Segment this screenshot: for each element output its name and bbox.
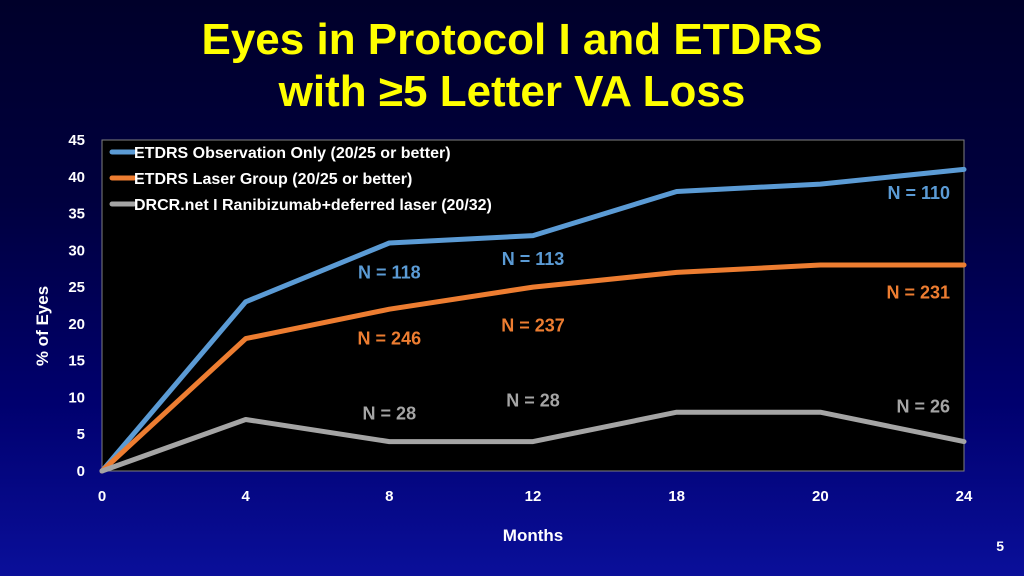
series-line-1 [99, 166, 967, 474]
y-tick-label: 30 [68, 242, 85, 259]
y-tick-label: 5 [77, 426, 85, 443]
x-axis-ticks: 0 4 8 12 18 20 24 [98, 488, 973, 505]
x-tick-label: 24 [956, 488, 973, 505]
annotation-label: N = 237 [501, 315, 565, 335]
y-tick-label: 40 [68, 169, 85, 186]
slide-title-line-1: Eyes in Protocol I and ETDRS [201, 15, 823, 64]
y-tick-label: 20 [68, 316, 85, 333]
annotation-label: N = 118 [358, 262, 421, 282]
x-tick-label: 4 [241, 488, 250, 505]
series-lines [99, 166, 967, 474]
annotation-label: N = 113 [502, 249, 565, 269]
annotation-label: N = 246 [358, 329, 422, 349]
annotation-label: N = 110 [887, 183, 950, 203]
series-line-3 [99, 409, 967, 474]
legend-label-2: ETDRS Laser Group (20/25 or better) [134, 171, 412, 188]
y-axis-ticks: 0 5 10 15 20 25 30 35 40 45 [68, 132, 85, 480]
legend-label-3: DRCR.net I Ranibizumab+deferred laser (2… [134, 197, 492, 214]
x-tick-label: 20 [812, 488, 829, 505]
plot-area [101, 139, 965, 472]
x-tick-label: 8 [385, 488, 393, 505]
x-tick-label: 12 [525, 488, 542, 505]
annotations: N = 118 N = 113 N = 110 N = 246 N = 237 N = 2… [358, 183, 950, 424]
legend: ETDRS Observation Only (20/25 or better)… [109, 145, 492, 214]
x-tick-label: 0 [98, 488, 106, 505]
series-line-2 [99, 262, 967, 474]
y-tick-label: 45 [68, 132, 85, 149]
annotation-label: N = 26 [896, 396, 950, 416]
y-tick-label: 35 [68, 206, 85, 223]
annotation-label: N = 28 [363, 404, 417, 424]
annotation-label: N = 28 [506, 390, 560, 410]
slide-title: Eyes in Protocol I and ETDRS with ≥5 Let… [0, 14, 1024, 118]
y-axis-label: % of Eyes [33, 286, 52, 366]
y-tick-label: 10 [68, 389, 85, 406]
legend-label-1: ETDRS Observation Only (20/25 or better) [134, 145, 451, 162]
x-tick-label: 18 [668, 488, 685, 505]
slide-title-line-2: with ≥5 Letter VA Loss [278, 67, 746, 116]
x-axis-label: Months [503, 526, 563, 545]
slide-number: 5 [996, 538, 1004, 554]
annotation-label: N = 231 [886, 282, 950, 302]
y-tick-label: 0 [77, 463, 85, 480]
y-tick-label: 25 [68, 279, 85, 296]
y-tick-label: 15 [68, 353, 85, 370]
